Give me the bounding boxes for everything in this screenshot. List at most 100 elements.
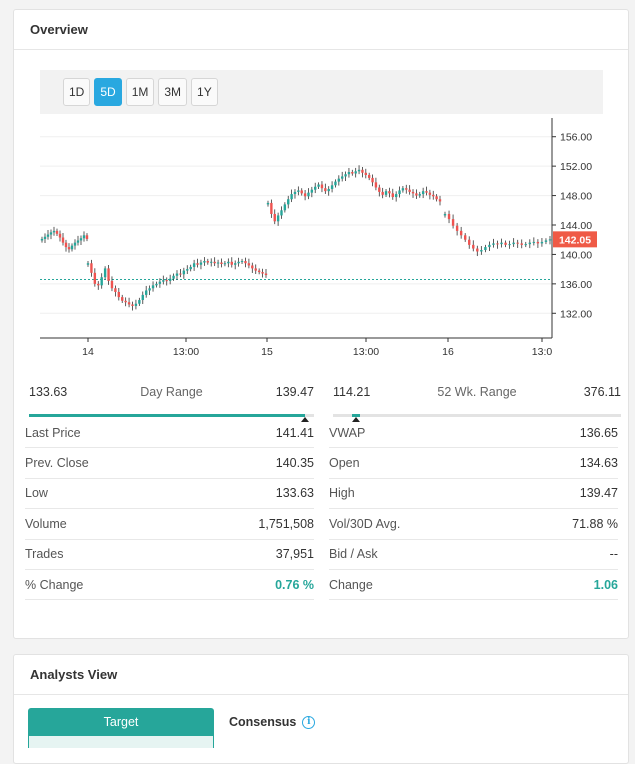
price-chart-area[interactable]: 156.00 152.00 148.00 144.00 140.00 136.00 132.… <box>40 118 630 358</box>
candle-body <box>317 184 320 187</box>
candle-body <box>347 172 351 175</box>
candle-body <box>425 191 428 193</box>
candle-body <box>58 233 62 238</box>
analysts-card: Analysts View Target Consensus i <box>13 654 629 764</box>
candle-body <box>367 174 371 178</box>
candle-body <box>127 302 131 305</box>
stat-right-row: Vol/30D Avg. 71.88 % <box>329 509 618 540</box>
candle-body <box>411 191 415 194</box>
stat-right-row: Change 1.06 <box>329 570 618 601</box>
candle-body <box>394 194 398 198</box>
candle-body <box>310 189 314 193</box>
candle-body <box>391 193 394 198</box>
stat-right-label: VWAP <box>329 425 366 440</box>
timeframe-1m-button[interactable]: 1M <box>125 78 155 106</box>
candle-body <box>100 277 103 286</box>
candle-body <box>548 239 552 241</box>
candle-body <box>138 300 141 304</box>
candle-body <box>244 261 247 264</box>
candle-body <box>405 188 408 190</box>
stat-right-label: Vol/30D Avg. <box>329 516 401 531</box>
y-tick-label: 144.00 <box>560 220 592 232</box>
candle-body <box>320 184 324 189</box>
candle-body <box>476 248 479 252</box>
candle-body <box>401 188 405 191</box>
candle-body <box>237 261 240 264</box>
week52-range-row: 114.21 52 Wk. Range 376.11 <box>333 378 621 406</box>
candle-body <box>186 269 189 271</box>
candle-body <box>408 189 411 192</box>
candle-body <box>206 261 210 263</box>
y-tick-label: 140.00 <box>560 249 592 261</box>
candle-body <box>93 272 97 284</box>
candle-body <box>488 244 491 248</box>
candle-body <box>297 190 300 192</box>
candle-body <box>114 288 117 292</box>
candle-body <box>52 230 56 233</box>
current-price-tag <box>553 231 597 248</box>
day-range-label: Day Range <box>140 385 203 399</box>
day-range-row: 133.63 Day Range 139.47 <box>29 378 314 406</box>
tab-consensus[interactable]: Consensus i <box>229 715 316 729</box>
analysts-title: Analysts View <box>30 667 118 682</box>
candle-body <box>148 288 151 291</box>
candle-body <box>361 169 364 173</box>
info-icon[interactable]: i <box>302 715 316 729</box>
candle-body <box>463 235 467 240</box>
candle-body <box>261 272 264 274</box>
x-tick-label: 16 <box>442 346 454 358</box>
candle-body <box>415 193 418 196</box>
candle-body <box>210 261 213 263</box>
candle-body <box>266 202 270 205</box>
candle-body <box>381 191 384 195</box>
candle-body <box>455 225 459 231</box>
stat-left-row: Prev. Close 140.35 <box>25 448 314 479</box>
day-range-high: 139.47 <box>275 385 314 399</box>
candle-body <box>324 188 327 192</box>
candle-body <box>293 191 297 195</box>
timeframe-1y-button[interactable]: 1Y <box>191 78 218 106</box>
candle-body <box>103 268 107 278</box>
candle-body <box>364 172 368 175</box>
timeframe-toolbar: 1D 5D 1M 3M 1Y <box>40 70 603 114</box>
timeframe-1d-button[interactable]: 1D <box>63 78 91 106</box>
candle-body <box>418 194 421 196</box>
candle-body <box>280 210 283 216</box>
candle-body <box>179 273 182 275</box>
candlestick-chart[interactable]: 156.00 152.00 148.00 144.00 140.00 136.00 132.… <box>40 118 630 358</box>
candle-body <box>79 238 83 241</box>
candle-body <box>451 219 455 226</box>
analysts-tabs: Target Consensus i <box>28 708 316 736</box>
candle-body <box>443 213 447 216</box>
candle-body <box>144 290 148 295</box>
candle-body <box>254 268 257 271</box>
candle-body <box>484 247 487 251</box>
candle-body <box>189 266 192 270</box>
candle-body <box>374 182 378 188</box>
candle-body <box>172 275 175 279</box>
candle-body <box>354 171 357 174</box>
candle-body <box>155 283 158 286</box>
week52-range-low: 114.21 <box>333 385 371 399</box>
candle-body <box>516 242 519 244</box>
stat-left-label: Low <box>25 486 48 501</box>
candle-body <box>240 261 244 263</box>
timeframe-5d-button[interactable]: 5D <box>94 78 122 106</box>
candle-body <box>264 273 268 276</box>
stat-right-row: Open 134.63 <box>329 448 618 479</box>
candle-body <box>344 174 347 177</box>
candle-body <box>337 178 341 182</box>
candle-body <box>182 270 186 275</box>
candle-body <box>435 196 438 200</box>
candle-body <box>384 191 388 195</box>
candle-body <box>203 261 206 263</box>
candle-body <box>165 280 168 282</box>
tab-consensus-label: Consensus <box>229 715 297 729</box>
candle-body <box>247 263 251 266</box>
stat-left-value: 133.63 <box>275 486 314 501</box>
week52-range-track <box>333 414 621 417</box>
candle-body <box>334 181 337 186</box>
candle-body <box>168 278 172 281</box>
tab-target[interactable]: Target <box>28 708 214 736</box>
timeframe-3m-button[interactable]: 3M <box>158 78 188 106</box>
